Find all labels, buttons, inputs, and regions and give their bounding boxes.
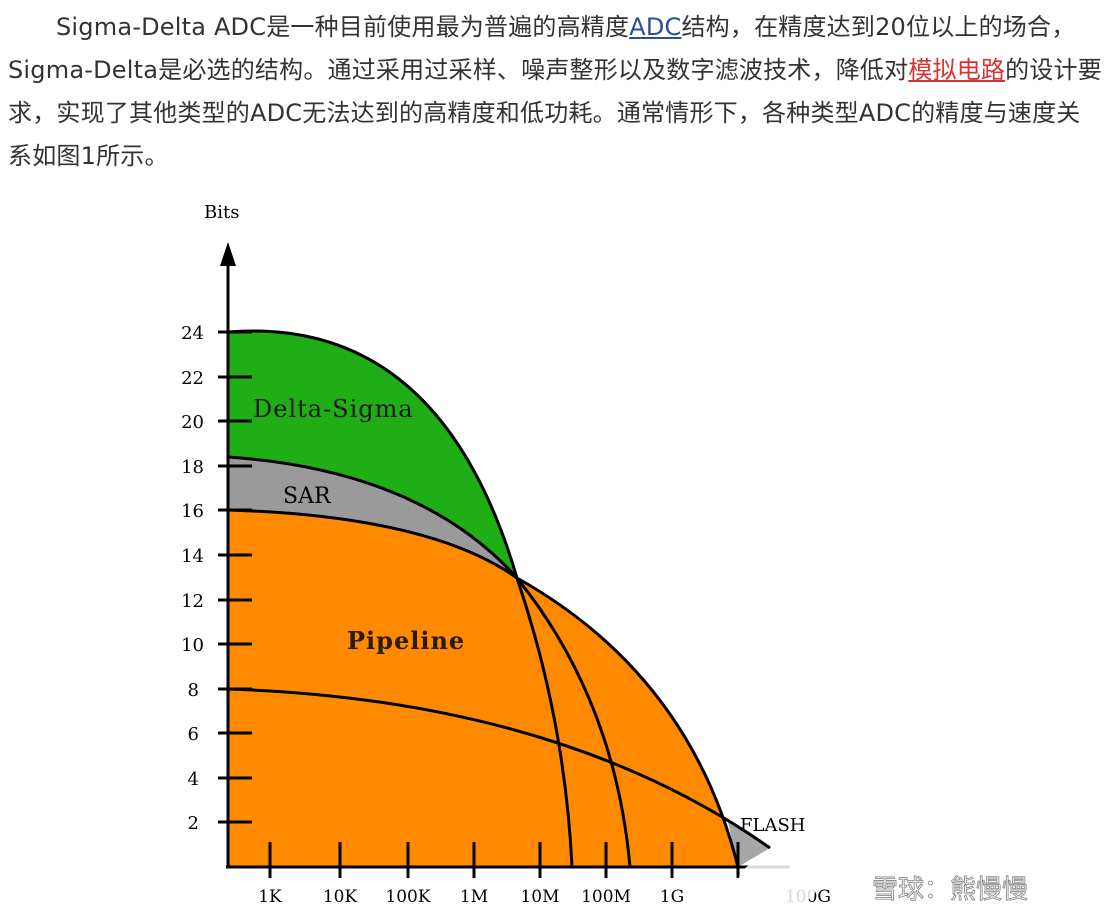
y-tick-label: 2	[188, 813, 199, 834]
adc-speed-precision-diagram: Bits 24 22 20 18 16 14 12 10 8 6 4 2 1K …	[181, 202, 1028, 909]
y-axis-label: Bits	[204, 202, 239, 223]
x-tick-label: 1G	[660, 887, 684, 907]
delta-sigma-limit-curve	[515, 577, 574, 868]
y-axis-arrow	[220, 242, 236, 266]
x-tick-label: 10M	[520, 887, 559, 907]
sar-limit-curve	[515, 577, 632, 868]
sar-upper-boundary	[227, 455, 519, 580]
article-paragraph: Sigma-Delta ADC是一种目前使用最为普遍的高精度ADC结构，在精度达…	[8, 6, 1104, 178]
x-tick-label: 100K	[385, 887, 430, 907]
y-tick-labels: 24 22 20 18 16 14 12 10 8 6 4 2	[181, 323, 204, 834]
y-tick-label: 10	[181, 635, 204, 656]
article-text: Sigma-Delta ADC是一种目前使用最为普遍的高精度ADC结构，在精度达…	[8, 6, 1104, 178]
delta-sigma-region	[228, 330, 517, 578]
y-tick-label: 4	[188, 769, 199, 790]
pipeline-label: Pipeline	[347, 626, 465, 655]
article-text-3: 的设计要求，实现了其他类型的ADC无法达到的高精度和低功耗。通常情形下，各种类型…	[8, 56, 1102, 170]
x-tick-label: 1K	[258, 887, 282, 907]
watermark-text: 雪球：熊慢慢	[872, 875, 1028, 905]
y-tick-label: 12	[181, 591, 204, 612]
delta-sigma-boundary	[227, 329, 519, 579]
y-tick-label: 18	[181, 457, 204, 478]
y-tick-label: 16	[181, 501, 204, 522]
adc-link[interactable]: ADC	[629, 13, 682, 41]
y-tick-marks	[218, 330, 252, 824]
analog-circuit-link[interactable]: 模拟电路	[908, 56, 1006, 84]
x-tick-marks	[268, 842, 740, 878]
y-tick-label: 22	[181, 368, 204, 389]
x-tick-label: 10K	[323, 887, 358, 907]
article-text-1: Sigma-Delta ADC是一种目前使用最为普遍的高精度	[56, 13, 630, 41]
y-tick-label: 20	[181, 412, 204, 433]
sar-label: SAR	[283, 484, 332, 509]
snowball-logo-circle-icon	[838, 876, 866, 904]
x-tick-label: 1M	[460, 887, 488, 907]
delta-sigma-label: Delta-Sigma	[253, 395, 414, 423]
x-tick-label: 100M	[581, 887, 631, 907]
y-tick-label: 14	[181, 546, 204, 567]
y-tick-label: 24	[181, 323, 204, 344]
y-tick-label: 8	[188, 680, 199, 701]
flash-boundary	[227, 687, 771, 850]
snowball-logo-icon	[738, 857, 818, 909]
watermark: 雪球：熊慢慢	[738, 857, 1028, 909]
pipeline-upper-boundary	[227, 508, 518, 580]
y-tick-label: 6	[188, 724, 199, 745]
sar-region	[228, 457, 517, 578]
article-text-2: 结构，在精度达到20位以上的场合，Sigma-Delta是必选的结构。通过采用过…	[8, 13, 1076, 84]
pipeline-region	[228, 510, 738, 867]
flash-label: FLASH	[740, 815, 805, 836]
